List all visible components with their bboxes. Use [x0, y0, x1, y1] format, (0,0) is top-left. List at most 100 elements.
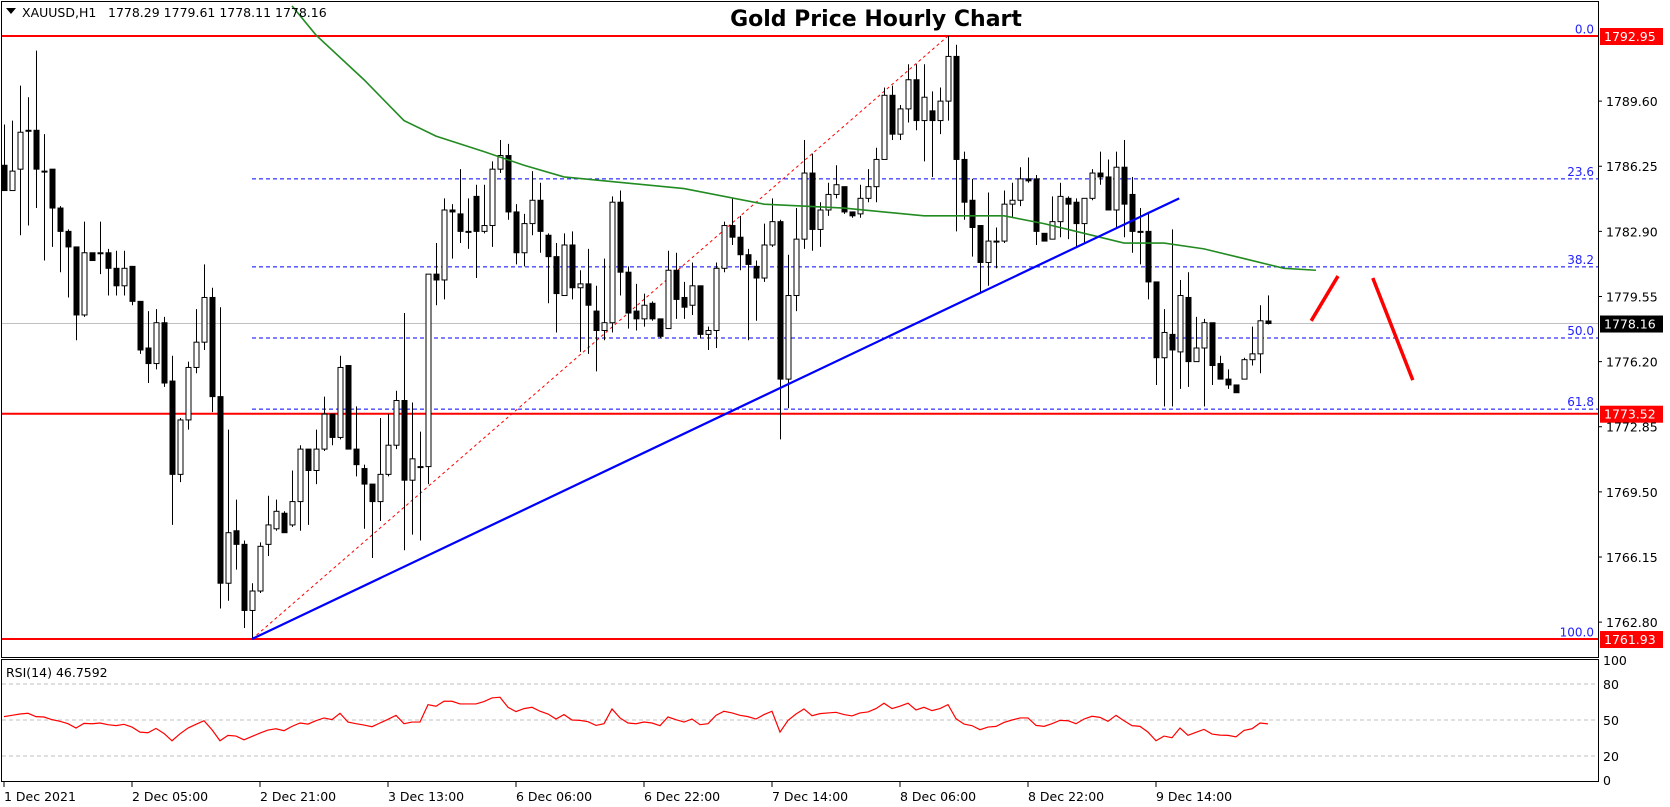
candle-body-bearish: [329, 413, 336, 438]
price-tick-label: 1772.85: [1606, 420, 1658, 435]
candle: [657, 318, 664, 339]
candle: [345, 365, 352, 450]
candle: [457, 169, 464, 244]
candle: [585, 248, 592, 354]
candle: [57, 206, 64, 273]
time-tick-label: 6 Dec 06:00: [516, 789, 592, 804]
candle: [153, 309, 160, 370]
candle: [1129, 176, 1136, 253]
candle-body-bullish: [201, 296, 208, 343]
price-panel-frame: [1, 1, 1599, 658]
candle: [129, 265, 136, 306]
candle-body-bullish: [409, 458, 416, 481]
candle-body-bearish: [1233, 384, 1240, 394]
forecast-line[interactable]: [1309, 275, 1340, 322]
candle: [617, 190, 624, 296]
candle: [201, 264, 208, 350]
candle-body-bearish: [137, 300, 144, 351]
candle-body-bearish: [977, 225, 984, 263]
chart-title: Gold Price Hourly Chart: [730, 7, 1022, 32]
candle: [1073, 198, 1080, 247]
candle-body-bullish: [265, 524, 272, 545]
candle: [1153, 281, 1160, 385]
time-tick-label: 1 Dec 2021: [4, 789, 76, 804]
candle: [977, 225, 984, 294]
candle-body-bullish: [1009, 199, 1016, 205]
candle-body-bullish: [529, 199, 536, 225]
fib-level-label: 100.0: [1560, 626, 1594, 640]
candle: [577, 270, 584, 352]
candle-body-bullish: [601, 322, 608, 332]
candle-body-bullish: [785, 295, 792, 380]
candle-body-bullish: [561, 244, 568, 297]
candle-body-bullish: [497, 155, 504, 170]
candle-body-bearish: [625, 271, 632, 314]
candle: [641, 293, 648, 327]
candle: [793, 208, 800, 312]
candle: [1041, 232, 1048, 242]
candle-body-bullish: [17, 131, 24, 170]
candle-body-bearish: [617, 201, 624, 273]
candle: [873, 147, 880, 203]
rsi-tick-label: 0: [1603, 773, 1611, 788]
candle: [681, 281, 688, 319]
candle-body-bullish: [769, 221, 776, 246]
candle-body-bearish: [129, 265, 136, 302]
candle: [961, 151, 968, 220]
candle: [553, 243, 560, 333]
candle: [161, 316, 168, 387]
candle-body-bullish: [1113, 166, 1120, 211]
candle: [649, 301, 656, 321]
candle-body-bearish: [993, 240, 1000, 243]
candle: [145, 311, 152, 384]
candle-body-bullish: [833, 184, 840, 195]
current-price-tag: [1600, 315, 1663, 333]
candle: [969, 178, 976, 257]
triangle-down-icon[interactable]: [6, 8, 16, 14]
candle: [73, 246, 80, 341]
candle: [137, 300, 144, 354]
candle-body-bullish: [1081, 197, 1088, 225]
candle-body-bullish: [193, 341, 200, 368]
candle-body-bullish: [121, 267, 128, 287]
candle: [1001, 190, 1008, 244]
current-price-tag-label: 1778.16: [1604, 317, 1656, 332]
candle-body-bearish: [161, 322, 168, 384]
candle-body-bullish: [713, 267, 720, 332]
candle: [833, 165, 840, 199]
overlay-layer: [251, 5, 1415, 641]
candle: [481, 184, 488, 234]
fib-level-label: 0.0: [1575, 23, 1594, 37]
candle: [257, 542, 264, 593]
candle: [1249, 326, 1256, 366]
rsi-line: [3, 696, 1269, 742]
candle-body-bullish: [793, 238, 800, 297]
candle: [321, 396, 328, 452]
candle: [361, 464, 368, 529]
candle: [433, 243, 440, 306]
candle: [665, 250, 672, 330]
candle-body-bullish: [377, 473, 384, 503]
candle: [537, 182, 544, 253]
candle: [1185, 272, 1192, 387]
candle: [41, 134, 48, 261]
rsi-tick-label: 50: [1603, 713, 1619, 728]
rsi-panel: RSI(14) 46.7592 100 80 50 20 0: [1, 653, 1627, 788]
candle: [121, 250, 128, 296]
candle-body-bearish: [633, 310, 640, 320]
bullish-trendline[interactable]: [251, 197, 1180, 641]
candle: [281, 511, 288, 534]
candle-body-bearish: [417, 466, 424, 469]
candle: [305, 448, 312, 525]
level-price-tag: [1600, 405, 1663, 423]
candle: [329, 413, 336, 446]
forecast-line[interactable]: [1371, 277, 1415, 381]
candle-body-bearish: [433, 273, 440, 281]
candle: [297, 445, 304, 531]
candle-body-bullish: [1049, 221, 1056, 240]
candle: [521, 213, 528, 267]
candle-body-bearish: [585, 283, 592, 306]
candle-body-bearish: [913, 79, 920, 122]
candle-body-bullish: [441, 209, 448, 281]
time-tick-label: 2 Dec 05:00: [132, 789, 208, 804]
